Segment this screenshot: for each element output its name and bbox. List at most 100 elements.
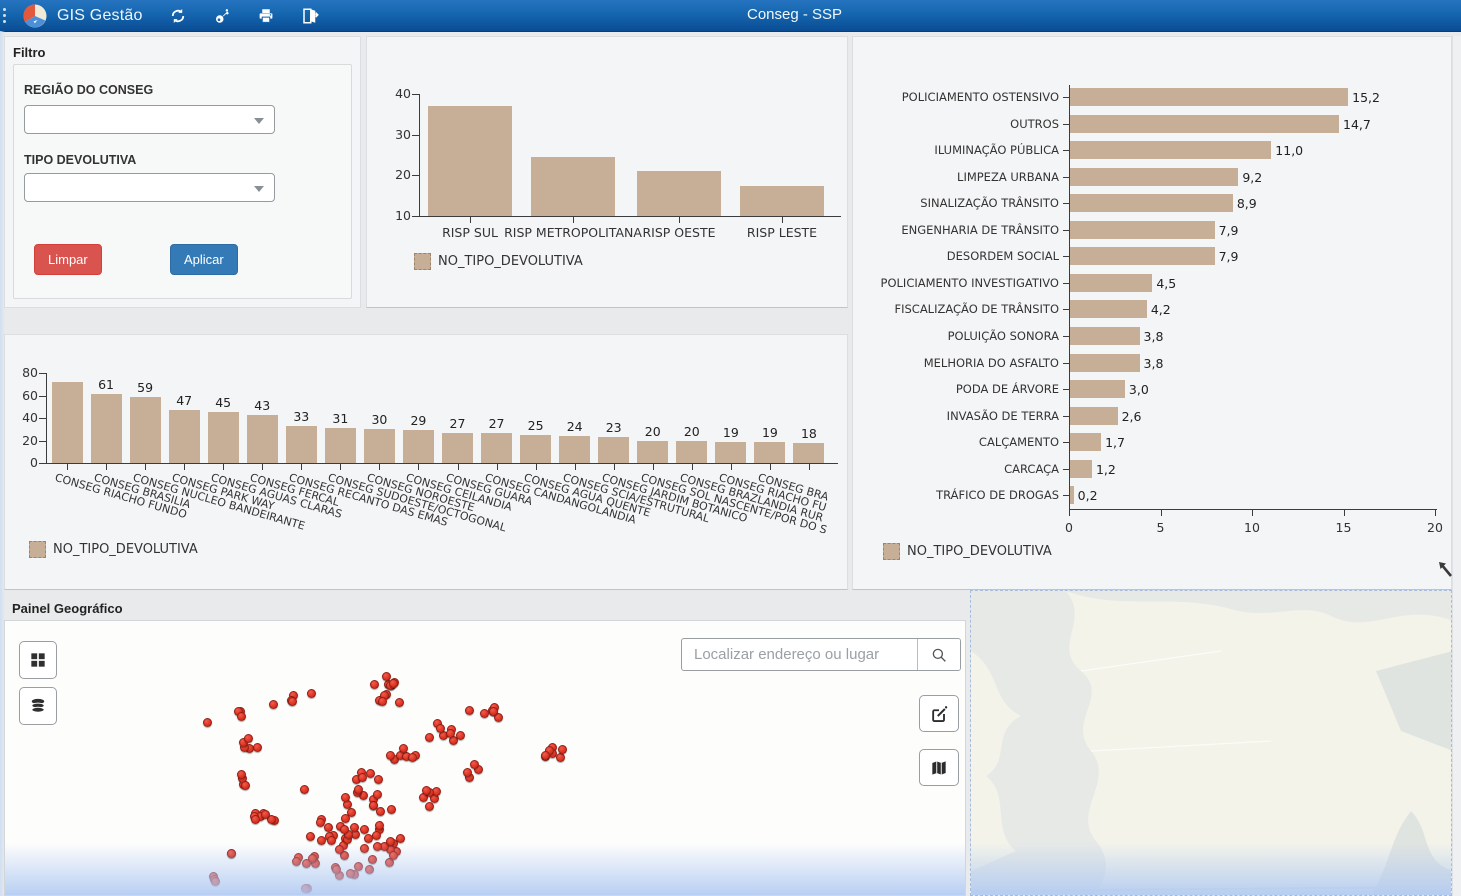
bar[interactable] [637,171,721,216]
search-input[interactable] [682,639,917,670]
bar[interactable] [1070,114,1339,133]
map-marker[interactable] [395,833,405,843]
tipo-select[interactable] [24,173,275,202]
map-marker[interactable] [210,876,220,886]
bar[interactable] [1070,300,1147,319]
clear-button[interactable]: Limpar [34,244,102,275]
bar[interactable] [1070,220,1215,239]
map-marker[interactable] [493,713,503,723]
map-marker[interactable] [375,807,385,817]
map-marker[interactable] [340,825,350,835]
basemap-gallery-button[interactable] [19,641,57,679]
map-marker[interactable] [268,699,278,709]
bar[interactable] [168,410,200,463]
map-marker[interactable] [346,807,356,817]
bar[interactable] [1070,486,1074,505]
map-marker[interactable] [386,751,396,761]
map-marker[interactable] [541,751,551,761]
bar[interactable] [481,432,513,463]
legend-item[interactable]: NO_TIPO_DEVOLUTIVA [883,543,1052,560]
bar[interactable] [531,157,615,216]
bar[interactable] [1070,406,1118,425]
map-marker[interactable] [372,789,382,799]
bar[interactable] [1070,247,1215,266]
map-marker[interactable] [374,774,384,784]
resize-handle-icon[interactable] [1436,560,1456,582]
map-marker[interactable] [359,843,369,853]
legend-item[interactable]: NO_TIPO_DEVOLUTIVA [29,541,198,558]
map-marker[interactable] [465,705,475,715]
bar[interactable] [754,441,786,463]
map-marker[interactable] [324,822,334,832]
map-marker[interactable] [435,723,445,733]
map-marker[interactable] [370,679,380,689]
map-marker[interactable] [288,697,298,707]
map-marker[interactable] [226,849,236,859]
map-marker[interactable] [240,781,250,791]
map-marker[interactable] [395,697,405,707]
bar[interactable] [207,412,239,463]
bar[interactable] [520,434,552,463]
map-marker[interactable] [374,820,384,830]
search-button[interactable] [917,639,960,670]
bar[interactable] [740,185,824,216]
map-marker[interactable] [555,752,565,762]
bar[interactable] [129,396,161,463]
drag-grip-icon[interactable] [0,0,13,31]
map-marker[interactable] [354,785,364,795]
bar[interactable] [51,382,83,463]
layers-button[interactable] [19,687,57,725]
bar[interactable] [676,440,708,463]
map-marker[interactable] [407,753,417,763]
map-marker[interactable] [300,784,310,794]
bar[interactable] [1070,194,1233,213]
map-marker[interactable] [253,743,263,753]
map-marker[interactable] [446,729,456,739]
map-marker[interactable] [244,734,254,744]
bar[interactable] [90,394,122,463]
map-marker[interactable] [237,711,247,721]
key-icon[interactable] [213,7,231,25]
bar[interactable] [1070,167,1239,186]
map-marker[interactable] [424,801,434,811]
map-marker[interactable] [331,864,341,874]
bar[interactable] [1070,141,1272,160]
map-marker[interactable] [455,730,465,740]
map-marker[interactable] [424,733,434,743]
map-marker[interactable] [368,855,378,865]
map-marker[interactable] [398,743,408,753]
legend-item[interactable]: NO_TIPO_DEVOLUTIVA [414,253,583,270]
map-marker[interactable] [372,841,382,851]
bar[interactable] [1070,353,1140,372]
map-marker[interactable] [359,824,369,834]
map-marker[interactable] [388,851,398,861]
overview-map-canvas[interactable] [970,590,1452,896]
refresh-icon[interactable] [169,7,187,25]
map-marker[interactable] [371,831,381,841]
apply-button[interactable]: Aplicar [170,244,238,275]
map-marker[interactable] [364,865,374,875]
map-marker[interactable] [470,759,480,769]
map-marker[interactable] [236,770,246,780]
bar[interactable] [1070,380,1125,399]
map-marker[interactable] [369,800,379,810]
map-marker[interactable] [301,883,311,893]
bar[interactable] [559,436,591,463]
bar[interactable] [793,442,825,463]
overview-map-button[interactable] [919,749,959,786]
map-marker[interactable] [202,717,212,727]
map-marker[interactable] [306,689,316,699]
map-marker[interactable] [357,772,367,782]
bar[interactable] [715,441,747,463]
region-select[interactable] [24,105,275,134]
bar[interactable] [402,430,434,463]
map-marker[interactable] [381,672,391,682]
map-marker[interactable] [316,817,326,827]
print-icon[interactable] [257,7,275,25]
bar[interactable] [246,414,278,463]
bar[interactable] [285,425,317,463]
bar[interactable] [637,440,669,463]
map-marker[interactable] [558,745,567,755]
exit-icon[interactable] [301,7,319,25]
map-marker[interactable] [340,814,350,824]
